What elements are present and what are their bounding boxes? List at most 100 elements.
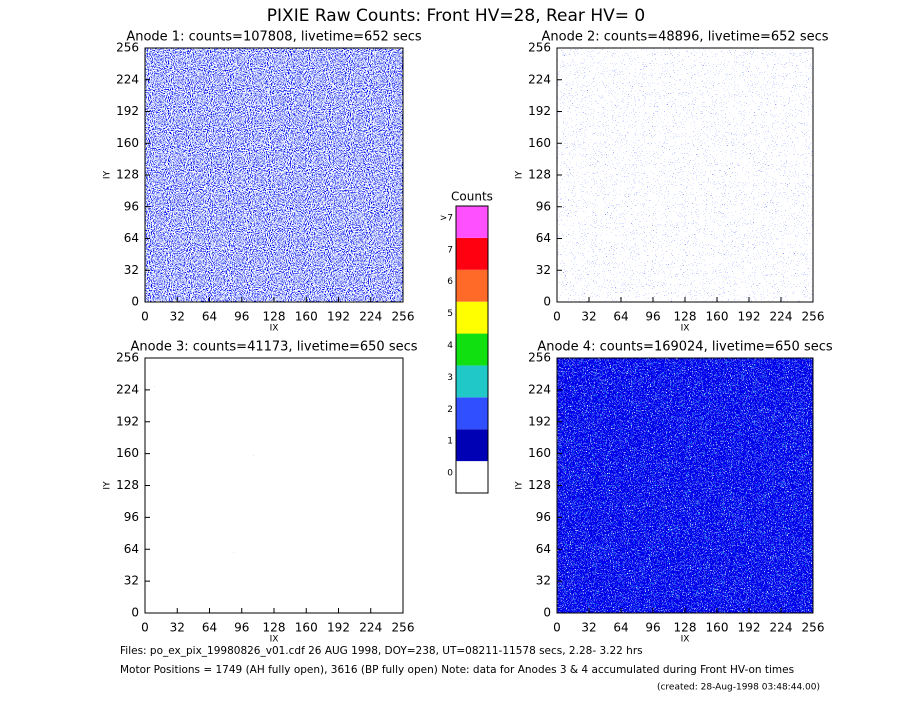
x-tick-label: 64 bbox=[613, 621, 628, 635]
x-tick-label: 224 bbox=[770, 621, 793, 635]
y-tick-label: 96 bbox=[124, 510, 139, 524]
y-tick-label: 192 bbox=[116, 104, 139, 118]
x-tick-label: 256 bbox=[802, 621, 825, 635]
y-tick-label: 128 bbox=[116, 168, 139, 182]
x-tick-label: 224 bbox=[359, 310, 382, 324]
colorbar-label: 3 bbox=[447, 373, 453, 383]
x-tick-label: 128 bbox=[674, 621, 697, 635]
x-tick-label: 192 bbox=[738, 621, 761, 635]
x-tick-label: 64 bbox=[613, 310, 628, 324]
x-tick-label: 128 bbox=[674, 310, 697, 324]
panel-title: Anode 2: counts=48896, livetime=652 secs bbox=[541, 30, 828, 45]
heatmap-image bbox=[557, 48, 813, 302]
colorbar-swatch bbox=[456, 461, 488, 493]
colorbar-title: Counts bbox=[451, 190, 493, 204]
x-tick-label: 32 bbox=[581, 621, 596, 635]
x-tick-label: 160 bbox=[295, 621, 318, 635]
x-tick-label: 256 bbox=[392, 621, 415, 635]
y-tick-label: 96 bbox=[124, 199, 139, 213]
y-tick-label: 32 bbox=[124, 263, 139, 277]
x-tick-label: 0 bbox=[141, 310, 149, 324]
y-tick-label: 96 bbox=[536, 510, 551, 524]
y-axis-label: IY bbox=[103, 481, 113, 490]
x-tick-label: 256 bbox=[392, 310, 415, 324]
y-tick-label: 0 bbox=[543, 295, 551, 309]
x-axis-label: IX bbox=[681, 324, 690, 334]
colorbar-label: 2 bbox=[447, 405, 453, 415]
y-tick-label: 256 bbox=[528, 351, 551, 365]
figure-title: PIXIE Raw Counts: Front HV=28, Rear HV= … bbox=[267, 6, 645, 26]
heatmap-image bbox=[557, 358, 813, 613]
x-tick-label: 96 bbox=[645, 621, 660, 635]
y-tick-label: 192 bbox=[528, 414, 551, 428]
y-tick-label: 160 bbox=[116, 136, 139, 150]
colorbar-swatch bbox=[456, 237, 488, 270]
y-tick-label: 64 bbox=[124, 542, 139, 556]
y-tick-label: 128 bbox=[116, 478, 139, 492]
x-tick-label: 256 bbox=[802, 310, 825, 324]
colorbar-swatch bbox=[456, 397, 488, 430]
x-tick-label: 0 bbox=[553, 310, 561, 324]
y-tick-label: 64 bbox=[536, 231, 551, 245]
y-tick-label: 0 bbox=[131, 606, 139, 620]
y-tick-label: 224 bbox=[528, 382, 551, 396]
y-tick-label: 192 bbox=[116, 414, 139, 428]
x-tick-label: 192 bbox=[738, 310, 761, 324]
x-tick-label: 0 bbox=[141, 621, 149, 635]
footer-created: (created: 28-Aug-1998 03:48:44.00) bbox=[657, 683, 820, 693]
x-tick-label: 160 bbox=[706, 310, 729, 324]
x-tick-label: 160 bbox=[295, 310, 318, 324]
colorbar-swatch bbox=[456, 269, 488, 302]
x-tick-label: 32 bbox=[170, 310, 185, 324]
y-tick-label: 32 bbox=[124, 574, 139, 588]
x-tick-label: 32 bbox=[170, 621, 185, 635]
colorbar-label: 5 bbox=[447, 309, 453, 319]
y-tick-label: 256 bbox=[116, 351, 139, 365]
y-tick-label: 256 bbox=[528, 41, 551, 55]
panel-title: Anode 4: counts=169024, livetime=650 sec… bbox=[537, 340, 833, 355]
y-axis-label: IY bbox=[103, 170, 113, 179]
footer-files: Files: po_ex_pix_19980826_v01.cdf 26 AUG… bbox=[120, 645, 643, 657]
colorbar-frame bbox=[455, 205, 489, 494]
y-tick-label: 96 bbox=[536, 199, 551, 213]
colorbar-label: >7 bbox=[440, 213, 453, 223]
y-tick-label: 64 bbox=[536, 542, 551, 556]
heatmap-image bbox=[145, 48, 403, 302]
x-tick-label: 128 bbox=[263, 310, 286, 324]
x-tick-label: 96 bbox=[234, 310, 249, 324]
colorbar-label: 0 bbox=[447, 469, 453, 479]
x-tick-label: 96 bbox=[645, 310, 660, 324]
y-tick-label: 224 bbox=[528, 72, 551, 86]
y-tick-label: 64 bbox=[124, 231, 139, 245]
y-tick-label: 128 bbox=[528, 478, 551, 492]
x-tick-label: 192 bbox=[327, 621, 350, 635]
y-tick-label: 160 bbox=[116, 446, 139, 460]
y-tick-label: 32 bbox=[536, 574, 551, 588]
y-tick-label: 160 bbox=[528, 136, 551, 150]
colorbar-label: 6 bbox=[447, 277, 453, 287]
colorbar-swatch bbox=[456, 333, 488, 366]
y-tick-label: 160 bbox=[528, 446, 551, 460]
panel-title: Anode 1: counts=107808, livetime=652 sec… bbox=[126, 30, 422, 45]
y-tick-label: 32 bbox=[536, 263, 551, 277]
x-tick-label: 224 bbox=[359, 621, 382, 635]
x-tick-label: 160 bbox=[706, 621, 729, 635]
y-axis-label: IY bbox=[515, 170, 525, 179]
x-axis-label: IX bbox=[270, 635, 279, 645]
colorbar-swatch bbox=[456, 206, 488, 238]
x-axis-label: IX bbox=[270, 324, 279, 334]
y-tick-label: 192 bbox=[528, 104, 551, 118]
x-tick-label: 64 bbox=[202, 621, 217, 635]
colorbar-swatch bbox=[456, 301, 488, 334]
y-axis-label: IY bbox=[515, 481, 525, 490]
x-tick-label: 96 bbox=[234, 621, 249, 635]
footer-motor: Motor Positions = 1749 (AH fully open), … bbox=[120, 664, 794, 676]
colorbar-swatch bbox=[456, 429, 488, 462]
y-tick-label: 224 bbox=[116, 382, 139, 396]
x-axis-label: IX bbox=[681, 635, 690, 645]
x-tick-label: 224 bbox=[770, 310, 793, 324]
y-tick-label: 0 bbox=[543, 606, 551, 620]
x-tick-label: 0 bbox=[553, 621, 561, 635]
y-tick-label: 256 bbox=[116, 41, 139, 55]
